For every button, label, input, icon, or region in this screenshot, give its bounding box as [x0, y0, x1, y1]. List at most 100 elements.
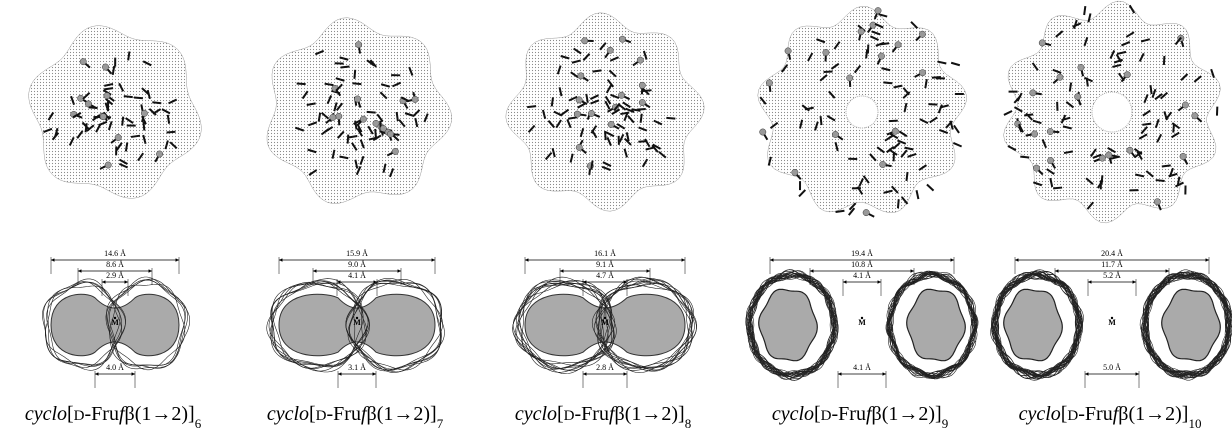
bottom-dimension-label: 3.1 Å — [348, 363, 366, 372]
caption: cyclo[D-Frufβ(1→2)]10 — [1019, 403, 1202, 430]
bond — [1053, 188, 1062, 189]
caption-part: D — [74, 408, 85, 424]
atom — [1127, 147, 1133, 153]
outer-dimension-label: 15.9 Å — [346, 249, 368, 258]
caption: cyclo[D-Frufβ(1→2)]9 — [772, 403, 948, 430]
middle-dimension-label: 9.1 Å — [596, 260, 614, 269]
outer-dimension-label: 20.4 Å — [1101, 249, 1123, 258]
panel: M20.4 Å11.7 Å5.2 Å5.0 Åcyclo[D-Frufβ(1→2… — [991, 1, 1232, 430]
atom — [80, 58, 86, 64]
bond — [928, 104, 937, 105]
atom — [892, 128, 898, 134]
panel: M15.9 Å9.0 Å4.1 Å3.1 Åcyclo[D-Frufβ(1→2)… — [267, 18, 452, 430]
atom — [578, 73, 584, 79]
caption-part: β(1→2)] — [615, 403, 685, 425]
inner-dimension-label: 2.9 Å — [106, 271, 124, 280]
atom — [581, 38, 587, 44]
bond — [1142, 124, 1151, 125]
atom — [880, 161, 886, 167]
atom — [355, 41, 361, 47]
atom — [360, 116, 366, 122]
bond — [367, 112, 376, 113]
inner-dimension-label: 5.2 Å — [1103, 271, 1121, 280]
bond — [953, 143, 961, 147]
bond — [124, 96, 133, 97]
cross-section — [759, 289, 818, 360]
atom — [870, 22, 876, 28]
center-label: M — [353, 318, 361, 327]
atom — [1078, 64, 1084, 70]
caption-part: 9 — [942, 416, 949, 430]
atom — [387, 131, 393, 137]
atom — [863, 209, 869, 215]
bond — [128, 51, 129, 60]
bond — [666, 118, 675, 119]
bond — [1084, 6, 1085, 15]
atom — [330, 114, 336, 120]
atom — [832, 131, 838, 137]
atom — [1039, 40, 1045, 46]
caption: cyclo[D-Frufβ(1→2)]8 — [515, 403, 691, 430]
bond — [375, 129, 376, 138]
cross-section — [907, 289, 966, 360]
atom — [760, 129, 766, 135]
caption-part: cyclo — [267, 403, 309, 425]
bond — [1070, 83, 1071, 92]
atom — [576, 144, 582, 150]
atom — [878, 53, 884, 59]
caption-part: -Fru — [327, 403, 361, 425]
caption: cyclo[D-Frufβ(1→2)]7 — [267, 403, 444, 430]
atom — [639, 82, 645, 88]
middle-dimension-label: 9.0 Å — [348, 260, 366, 269]
bond — [354, 70, 355, 79]
caption-part: [ — [309, 403, 316, 425]
atom — [919, 31, 925, 37]
bond — [1087, 78, 1088, 87]
atom — [1182, 102, 1188, 108]
bond — [397, 112, 398, 121]
atom — [1047, 157, 1053, 163]
atom — [85, 101, 91, 107]
bond — [131, 136, 140, 137]
atom — [766, 80, 772, 86]
bottom-dimension-label: 4.1 Å — [853, 363, 871, 372]
bond — [883, 82, 892, 83]
inner-dimension-label: 4.1 Å — [853, 271, 871, 280]
bond — [605, 131, 606, 140]
atom — [608, 121, 614, 127]
bond — [911, 22, 917, 28]
caption-part: D — [316, 408, 327, 424]
bond — [527, 106, 536, 107]
cavity — [1092, 92, 1132, 132]
caption-part: -Fru — [1078, 403, 1112, 425]
atom — [104, 93, 110, 99]
caption-part: 8 — [685, 416, 692, 430]
caption-part: D — [1067, 408, 1078, 424]
bond — [799, 190, 805, 196]
bond — [1150, 85, 1151, 94]
atom — [607, 47, 613, 53]
bond — [104, 88, 113, 89]
bond — [593, 70, 602, 71]
bond — [552, 97, 553, 106]
panel: M 19.4 Å 10.8 Å 4.1 Å 4.1 Å cyclo[D-Frufβ(1→2… — [746, 6, 978, 430]
center-label: M — [858, 318, 866, 327]
atom — [102, 64, 108, 70]
outer-dimension-label: 16.1 Å — [594, 249, 616, 258]
bond — [1164, 56, 1165, 65]
panels: M14.6 Å8.6 Å2.9 Å4.0 Åcyclo[D-Frufβ(1→2)… — [25, 1, 1232, 430]
outer-dimension-label: 19.4 Å — [851, 249, 873, 258]
bond — [134, 98, 143, 99]
middle-dimension-label: 10.8 Å — [851, 260, 873, 269]
bottom-dimension-label: 5.0 Å — [1103, 363, 1121, 372]
bond — [836, 211, 845, 212]
cross-section — [1004, 289, 1063, 360]
bond — [591, 161, 592, 170]
atom — [588, 110, 594, 116]
caption-part: cyclo — [25, 403, 67, 425]
atom — [919, 70, 925, 76]
bond — [641, 114, 642, 123]
cross-section — [1162, 289, 1221, 360]
bond — [637, 109, 646, 110]
bond — [951, 63, 960, 66]
